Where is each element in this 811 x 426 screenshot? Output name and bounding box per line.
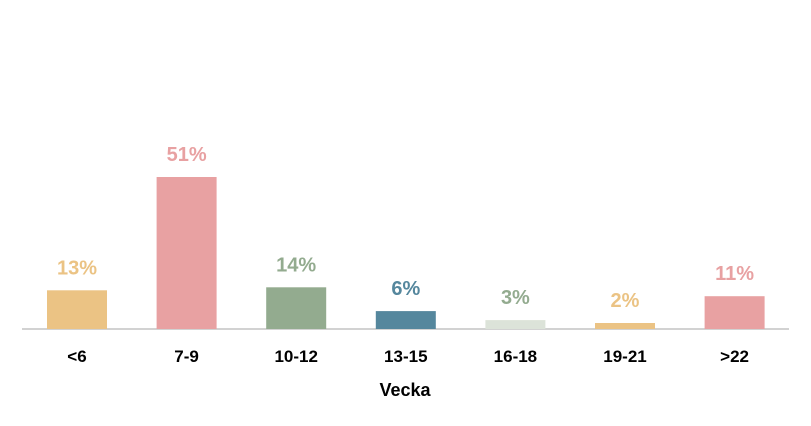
bar-0 [47,290,107,329]
value-label-1: 51% [167,144,207,166]
bar-5 [595,323,655,329]
bars-group [47,177,765,329]
x-axis-title: Vecka [379,380,431,400]
bar-4 [485,320,546,329]
x-tick-label-3: 13-15 [384,347,427,366]
x-tick-label-5: 19-21 [603,347,646,366]
value-labels-group: 13% 51% 14% 6% 3% 2% 11% [57,144,754,312]
bar-6 [704,296,765,329]
bar-2 [266,287,327,329]
value-label-0: 13% [57,257,97,279]
value-label-5: 2% [611,290,640,312]
x-tick-label-6: >22 [720,347,749,366]
x-tick-label-2: 10-12 [274,347,317,366]
value-label-2: 14% [276,254,316,276]
value-label-4: 3% [501,287,530,309]
x-tick-labels-group: <6 7-9 10-12 13-15 16-18 19-21 >22 [67,347,749,366]
bar-1 [156,177,217,329]
value-label-6: 11% [715,263,754,285]
value-label-3: 6% [391,278,420,300]
bar-3 [375,311,436,329]
x-tick-label-1: 7-9 [174,347,199,366]
x-tick-label-0: <6 [67,347,86,366]
x-tick-label-4: 16-18 [494,347,537,366]
